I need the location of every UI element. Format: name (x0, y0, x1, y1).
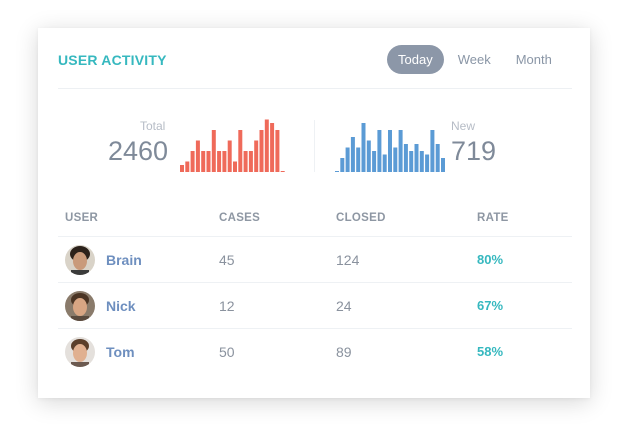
new-value: 719 (451, 136, 497, 166)
user-name-link[interactable]: Brain (106, 252, 142, 268)
new-sparkline-bar (441, 158, 445, 172)
new-sparkline-bar (345, 147, 350, 172)
tab-month[interactable]: Month (515, 52, 552, 67)
total-sparkline-bar (217, 151, 222, 172)
header-divider (58, 88, 572, 89)
col-closed-header: CLOSED (336, 212, 386, 224)
cases-value: 45 (219, 252, 235, 268)
col-rate-header: RATE (477, 212, 509, 224)
new-sparkline-bar (393, 147, 398, 172)
col-cases-header: CASES (219, 212, 261, 224)
new-sparkline-bar (350, 137, 355, 172)
period-tabs: Today Week Month (387, 45, 566, 74)
col-user-header: USER (65, 212, 99, 224)
total-sparkline-bar (227, 140, 232, 172)
total-sparkline-bar (259, 130, 264, 172)
total-sparkline-bar (264, 119, 269, 172)
total-label: Total (140, 119, 166, 133)
new-sparkline-bar (361, 123, 366, 172)
total-sparkline-bar (195, 140, 200, 172)
total-sparkline-bar (280, 171, 285, 172)
user-name-link[interactable]: Nick (106, 298, 136, 314)
table-row: Tom 50 89 58% (58, 328, 572, 375)
new-sparkline-bar (425, 154, 430, 172)
closed-value: 124 (336, 252, 360, 268)
avatar (65, 337, 95, 367)
new-sparkline-bar (409, 151, 414, 172)
total-sparkline-bar (254, 140, 259, 172)
cases-value: 50 (219, 344, 235, 360)
closed-value: 24 (336, 298, 352, 314)
total-sparkline-bar (180, 165, 184, 172)
stats-divider (314, 120, 315, 172)
rate-value: 80% (477, 252, 504, 267)
avatar (65, 245, 95, 275)
total-sparkline-bar (185, 161, 190, 172)
total-sparkline-bar (233, 161, 237, 172)
new-sparkline-bar (340, 158, 345, 172)
total-sparkline-bar (211, 130, 216, 172)
new-sparkline-bar (435, 144, 440, 172)
new-sparkline (335, 123, 445, 172)
new-sparkline-bar (414, 144, 419, 172)
total-sparkline-bar (201, 151, 206, 172)
table-row: Brain 45 124 80% (58, 236, 572, 283)
user-activity-card: USER ACTIVITY Today Week Month Total 246… (38, 28, 590, 398)
total-value: 2460 (108, 136, 169, 166)
new-label: New (451, 119, 476, 133)
total-sparkline-bar (190, 151, 195, 172)
new-sparkline-bar (430, 130, 435, 172)
total-sparkline (180, 119, 285, 172)
rate-value: 58% (477, 344, 504, 359)
avatar (65, 291, 95, 321)
new-sparkline-bar (335, 171, 339, 172)
total-sparkline-bar (238, 130, 243, 172)
new-sparkline-bar (382, 154, 387, 172)
total-sparkline-bar (222, 151, 227, 172)
total-sparkline-bar (206, 151, 211, 172)
new-sparkline-bar (403, 144, 408, 172)
total-sparkline-bar (248, 151, 253, 172)
rate-value: 67% (477, 298, 504, 313)
new-sparkline-bar (377, 130, 382, 172)
new-sparkline-bar (366, 140, 371, 172)
tab-week[interactable]: Week (457, 52, 491, 67)
new-sparkline-bar (398, 130, 403, 172)
total-sparkline-bar (275, 130, 280, 172)
total-sparkline-bar (270, 123, 275, 172)
cases-value: 12 (219, 298, 235, 314)
user-name-link[interactable]: Tom (106, 344, 135, 360)
new-sparkline-bar (372, 151, 377, 172)
total-sparkline-bar (243, 151, 248, 172)
widget-title: USER ACTIVITY (58, 52, 167, 68)
new-sparkline-bar (356, 147, 361, 172)
new-sparkline-bar (419, 151, 424, 172)
table-row: Nick 12 24 67% (58, 282, 572, 329)
tab-today[interactable]: Today (387, 45, 444, 74)
closed-value: 89 (336, 344, 352, 360)
new-sparkline-bar (388, 130, 392, 172)
